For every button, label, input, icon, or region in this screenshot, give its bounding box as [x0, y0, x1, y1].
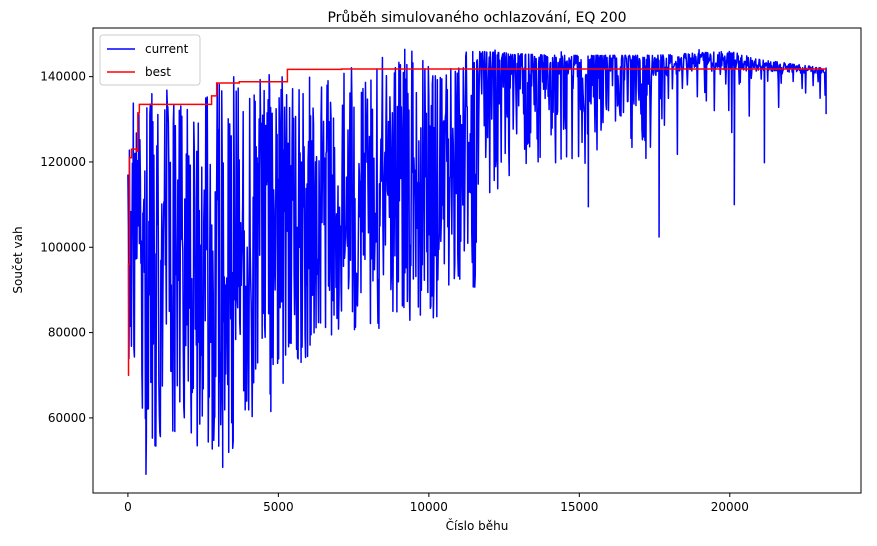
legend-label-best: best	[145, 65, 171, 79]
x-axis-label: Číslo běhu	[446, 518, 509, 533]
y-tick-label: 80000	[48, 326, 86, 340]
plot-frame	[92, 27, 862, 494]
series-line-best	[127, 68, 827, 377]
y-tick-label: 100000	[40, 240, 86, 254]
y-tick-label: 60000	[48, 411, 86, 425]
legend-label-current: current	[145, 42, 189, 56]
series-layer	[127, 48, 827, 475]
y-tick-label: 140000	[40, 70, 86, 84]
x-tick-label: 10000	[410, 500, 448, 514]
plot-area	[92, 27, 862, 494]
y-tick-label: 120000	[40, 155, 86, 169]
series-line-current	[127, 48, 827, 475]
x-axis: 0 5000 10000 15000 20000	[124, 493, 749, 514]
chart-title: Průběh simulovaného ochlazování, EQ 200	[327, 10, 626, 26]
x-tick-label: 20000	[711, 500, 749, 514]
x-tick-label: 0	[124, 500, 132, 514]
y-axis: 60000 80000 100000 120000 140000	[40, 70, 93, 425]
x-tick-label: 5000	[263, 500, 294, 514]
y-axis-label: Součet vah	[11, 226, 25, 293]
legend: current best	[99, 34, 201, 86]
x-tick-label: 15000	[560, 500, 598, 514]
